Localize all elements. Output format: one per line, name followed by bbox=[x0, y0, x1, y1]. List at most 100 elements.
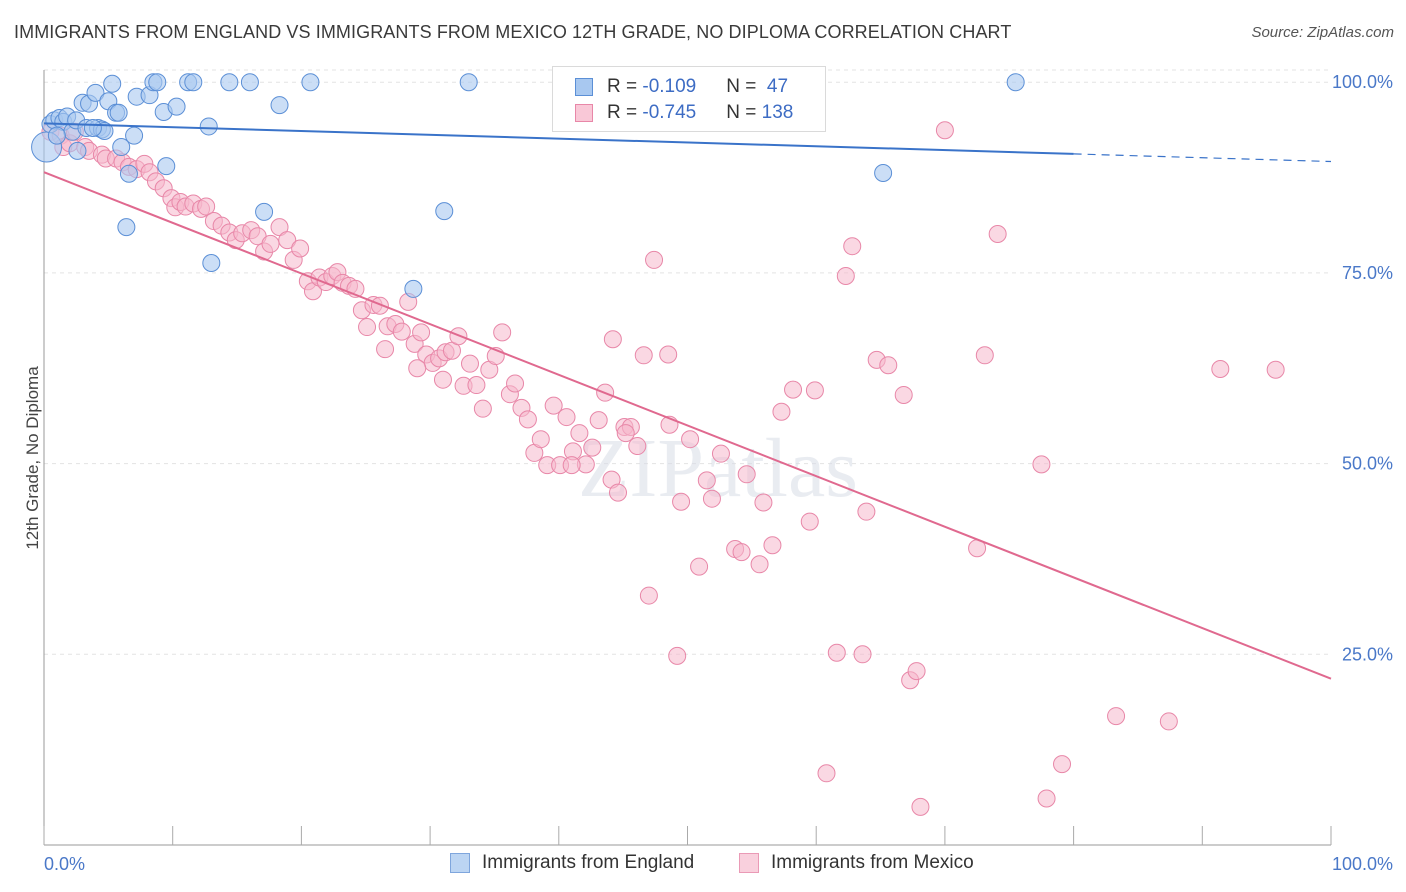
england-point bbox=[404, 279, 423, 298]
bottom-legend-england-swatch bbox=[450, 853, 470, 873]
mexico-trend-line bbox=[43, 171, 1332, 680]
y-tick-label: 50.0% bbox=[1342, 454, 1393, 474]
mexico-point bbox=[800, 512, 819, 531]
mexico-point bbox=[639, 586, 658, 605]
mexico-point bbox=[544, 396, 563, 415]
legend-mexico: R = -0.745 N = 138 bbox=[575, 101, 793, 125]
england-point bbox=[184, 73, 203, 92]
mexico-point bbox=[278, 231, 297, 250]
mexico-point bbox=[857, 502, 876, 521]
england-point bbox=[47, 126, 66, 145]
mexico-point bbox=[879, 356, 898, 375]
legend-mexico-r-value: -0.745 bbox=[642, 102, 697, 123]
england-point bbox=[83, 118, 102, 137]
mexico-point bbox=[645, 250, 664, 269]
mexico-point bbox=[291, 239, 310, 258]
england-point bbox=[125, 126, 144, 145]
mexico-point bbox=[690, 557, 709, 576]
england-point bbox=[148, 73, 167, 92]
england-point bbox=[202, 253, 221, 272]
chart-title: IMMIGRANTS FROM ENGLAND VS IMMIGRANTS FR… bbox=[14, 22, 1012, 42]
y-tick-label: 25.0% bbox=[1342, 644, 1393, 664]
mexico-point bbox=[754, 493, 773, 512]
mexico-point bbox=[518, 410, 537, 429]
england-point bbox=[86, 83, 105, 102]
england-point bbox=[109, 103, 128, 122]
legend-england-n-value: 47 bbox=[761, 76, 789, 97]
y-tick-label: 100.0% bbox=[1332, 72, 1393, 92]
mexico-point bbox=[562, 456, 581, 475]
mexico-point bbox=[634, 346, 653, 365]
england-point bbox=[220, 73, 239, 92]
mexico-point bbox=[805, 381, 824, 400]
england-point bbox=[167, 97, 186, 116]
legend-england-r-value: -0.109 bbox=[642, 76, 697, 97]
england-point bbox=[117, 218, 136, 237]
mexico-point bbox=[392, 322, 411, 341]
england-trend-extension bbox=[1073, 153, 1332, 163]
mexico-point bbox=[570, 424, 589, 443]
mexico-point bbox=[836, 266, 855, 285]
mexico-point bbox=[531, 430, 550, 449]
mexico-point bbox=[1037, 789, 1056, 808]
mexico-point bbox=[772, 402, 791, 421]
mexico-point bbox=[827, 643, 846, 662]
x-axis-ticks bbox=[43, 826, 1332, 845]
mexico-point bbox=[197, 197, 216, 216]
mexico-point bbox=[433, 370, 452, 389]
mexico-point bbox=[907, 662, 926, 681]
bottom-legend-mexico: Immigrants from Mexico bbox=[739, 852, 974, 874]
england-point bbox=[301, 73, 320, 92]
legend-box: R = -0.109 N = 47 R = -0.745 N = 138 bbox=[552, 66, 826, 132]
mexico-point bbox=[358, 318, 377, 337]
mexico-point bbox=[750, 555, 769, 574]
england-point bbox=[255, 202, 274, 221]
source-credit: Source: ZipAtlas.com bbox=[1251, 24, 1394, 41]
y-axis-tick-labels: 25.0% 50.0% 75.0% 100.0% bbox=[1332, 72, 1393, 664]
mexico-point bbox=[843, 237, 862, 256]
bottom-legend: Immigrants from England Immigrants from … bbox=[0, 852, 1406, 878]
mexico-point bbox=[732, 543, 751, 562]
x-tick-label-min: 0.0% bbox=[44, 854, 85, 874]
legend-mexico-n-label: N = bbox=[726, 102, 762, 123]
mexico-point bbox=[711, 444, 730, 463]
mexico-point bbox=[668, 646, 687, 665]
england-point bbox=[1006, 73, 1025, 92]
legend-england-n-label: N = bbox=[726, 76, 762, 97]
mexico-point bbox=[370, 296, 389, 315]
mexico-point bbox=[583, 438, 602, 457]
mexico-point bbox=[376, 340, 395, 359]
legend-england-swatch bbox=[575, 78, 593, 96]
mexico-point bbox=[659, 345, 678, 364]
mexico-point bbox=[1032, 455, 1051, 474]
mexico-point bbox=[1159, 712, 1178, 731]
legend-england: R = -0.109 N = 47 bbox=[575, 75, 788, 99]
mexico-point bbox=[737, 465, 756, 484]
legend-england-r-label: R = bbox=[607, 76, 643, 97]
mexico-point bbox=[1211, 360, 1230, 379]
mexico-point bbox=[589, 411, 608, 430]
grid-lines bbox=[44, 69, 1331, 655]
mexico-point bbox=[784, 380, 803, 399]
mexico-point bbox=[557, 408, 576, 427]
england-trend-line bbox=[43, 122, 1074, 155]
mexico-point bbox=[408, 359, 427, 378]
bottom-legend-england-label: Immigrants from England bbox=[482, 852, 695, 873]
mexico-point bbox=[935, 121, 954, 140]
england-point bbox=[112, 138, 131, 157]
mexico-point bbox=[853, 645, 872, 664]
mexico-point bbox=[894, 385, 913, 404]
legend-mexico-r-label: R = bbox=[607, 102, 643, 123]
mexico-point bbox=[1053, 755, 1072, 774]
mexico-point bbox=[911, 797, 930, 816]
england-point bbox=[103, 74, 122, 93]
mexico-point bbox=[988, 225, 1007, 244]
mexico-point bbox=[609, 483, 628, 502]
mexico-point bbox=[1266, 360, 1285, 379]
trend-lines bbox=[43, 122, 1332, 680]
england-point bbox=[68, 141, 87, 160]
mexico-point bbox=[628, 437, 647, 456]
bottom-legend-england: Immigrants from England bbox=[450, 852, 694, 874]
mexico-point bbox=[467, 376, 486, 395]
